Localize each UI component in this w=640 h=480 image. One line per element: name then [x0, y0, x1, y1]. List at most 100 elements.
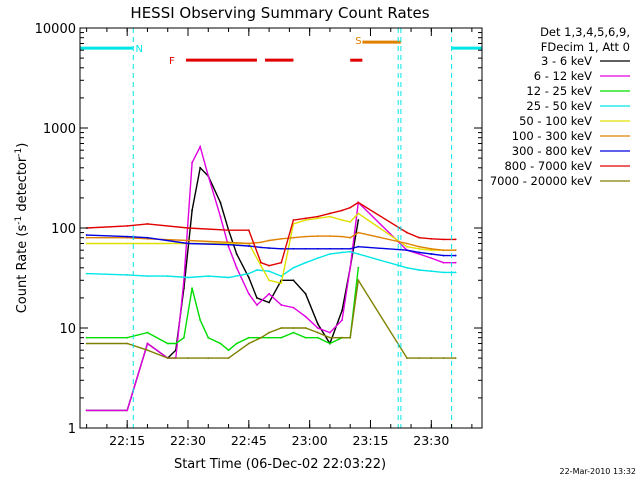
data-point [430, 253, 433, 255]
data-point [304, 217, 307, 220]
data-point [292, 331, 295, 334]
data-point [442, 271, 445, 274]
data-point [442, 254, 445, 257]
data-point [280, 247, 283, 250]
data-point [349, 266, 352, 269]
data-point [349, 247, 352, 250]
data-point [166, 342, 169, 345]
data-point [329, 247, 331, 250]
data-point [349, 336, 352, 339]
data-point [85, 409, 88, 412]
data-point [146, 342, 149, 345]
data-point [227, 243, 230, 246]
y-tick-label: 10000 [35, 22, 76, 37]
plot-background: N F S [80, 36, 482, 67]
data-point [166, 275, 169, 278]
legend-entry-label: 50 - 100 keV [519, 114, 592, 128]
data-point [219, 215, 222, 218]
data-point [199, 166, 202, 169]
data-point [357, 231, 360, 234]
data-point [316, 217, 319, 220]
data-point [260, 241, 262, 244]
y-tick-label: 1000 [43, 122, 76, 137]
data-point [341, 219, 343, 221]
data-point [126, 242, 129, 245]
data-point [418, 253, 421, 255]
data-point [292, 266, 295, 269]
data-point [256, 304, 258, 306]
data-point [85, 234, 88, 236]
data-point [442, 249, 445, 252]
data-point [126, 273, 129, 276]
data-point [406, 242, 408, 245]
data-point [268, 270, 271, 273]
data-point [280, 237, 283, 240]
data-point [268, 292, 271, 295]
data-point [292, 279, 295, 282]
x-tick-label: 22:15 [109, 433, 145, 448]
data-point [146, 349, 149, 352]
data-point [329, 253, 331, 255]
x-axis-label: Start Time (06-Dec-02 22:03:22) [174, 457, 386, 472]
data-point [341, 309, 343, 312]
data-point [268, 279, 271, 282]
data-point [357, 266, 360, 269]
data-point [454, 271, 457, 274]
data-point [268, 264, 271, 267]
data-point [280, 261, 283, 264]
data-point [235, 266, 238, 269]
data-point [247, 342, 250, 345]
data-point [280, 275, 283, 278]
data-point [126, 235, 129, 238]
data-point [227, 245, 230, 248]
data-point [304, 327, 307, 329]
data-point [430, 247, 433, 250]
data-point [430, 257, 433, 260]
legend-entry-label: 25 - 50 keV [526, 99, 592, 113]
data-point [316, 257, 319, 260]
data-point [349, 221, 352, 223]
data-point [126, 409, 129, 412]
data-point [183, 279, 185, 282]
data-point [316, 327, 319, 329]
data-point [304, 247, 307, 250]
data-point [85, 336, 88, 339]
data-point [199, 319, 202, 321]
data-point [341, 336, 343, 339]
data-point [316, 322, 319, 325]
data-point [235, 253, 238, 255]
data-point [454, 261, 457, 264]
data-point [207, 357, 210, 360]
legend-header-line-2: FDecim 1, Att 0 [541, 40, 630, 54]
data-point [126, 224, 129, 227]
data-point [268, 239, 271, 242]
data-point [183, 336, 185, 339]
data-point [357, 201, 360, 204]
chart-title: HESSI Observing Summary Count Rates [130, 4, 429, 22]
data-point [260, 261, 262, 264]
data-point [430, 270, 433, 273]
data-point [357, 279, 360, 282]
data-point [316, 235, 319, 237]
data-point [247, 276, 250, 279]
data-point [227, 349, 230, 352]
data-point [406, 266, 408, 269]
data-point [207, 336, 210, 339]
data-point [247, 336, 250, 339]
data-point [357, 253, 360, 255]
data-point [454, 249, 457, 252]
x-axis: 22:15 22:30 22:45 23:00 23:15 23:30 [86, 28, 473, 448]
data-point [227, 357, 230, 360]
data-point [430, 357, 433, 360]
data-point [146, 331, 149, 334]
y-tick-label: 100 [51, 222, 76, 237]
data-point [191, 209, 193, 212]
data-point [349, 250, 352, 253]
x-tick-label: 22:45 [231, 433, 267, 448]
data-point [316, 215, 319, 218]
data-point [280, 282, 283, 285]
data-point [256, 269, 258, 271]
data-point [304, 261, 307, 264]
data-point [292, 327, 295, 329]
